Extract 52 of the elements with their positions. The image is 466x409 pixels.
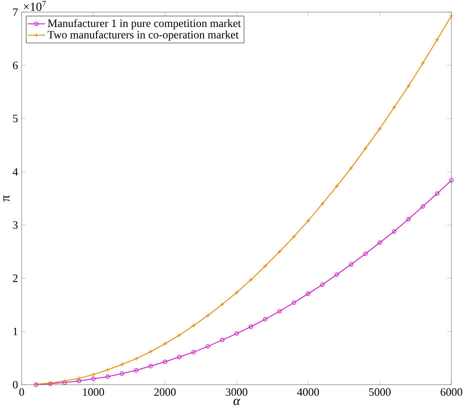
point <box>292 300 296 306</box>
point <box>263 317 268 322</box>
text: ×10$^{7}$ <box>24 1 46 12</box>
point <box>120 362 124 367</box>
point <box>76 379 82 384</box>
point <box>306 292 310 296</box>
x-axis-title: α <box>233 398 240 406</box>
x-tick-label: 4000 <box>297 388 319 396</box>
point <box>277 309 282 314</box>
x-tick-label: 5000 <box>369 388 391 396</box>
x-tick-label: 0 <box>19 388 24 396</box>
point <box>320 282 325 288</box>
y-tick-label: 7 <box>13 8 18 16</box>
y-tick-label: 0 <box>12 381 18 389</box>
y-axis-title: π <box>3 196 10 202</box>
x-tick-label: 2000 <box>154 388 176 396</box>
point <box>420 204 425 209</box>
y-tick-label: 3 <box>13 222 18 230</box>
point <box>162 360 168 364</box>
point <box>91 376 96 382</box>
point <box>220 338 224 342</box>
y-tick-label: 5 <box>13 115 18 123</box>
point <box>363 146 368 151</box>
point <box>76 376 82 381</box>
point <box>406 217 411 222</box>
point <box>234 332 239 336</box>
legend-label: Manufacturer 1 in pure competition market <box>48 19 241 30</box>
point <box>105 374 110 380</box>
point <box>348 166 354 170</box>
point <box>120 372 124 376</box>
point <box>134 368 138 373</box>
x-tick-label: 1000 <box>83 388 104 396</box>
y-tick-label: 4 <box>12 168 18 176</box>
point <box>177 355 182 360</box>
point <box>334 272 340 277</box>
point <box>191 350 196 355</box>
point <box>363 252 368 256</box>
y-tick-label: 1 <box>13 328 18 336</box>
point <box>392 229 396 234</box>
legend-label: Two manufacturers in co-operation market <box>48 30 239 41</box>
x-tick-label: 3000 <box>226 388 248 396</box>
point <box>378 240 382 246</box>
point <box>206 344 210 349</box>
point <box>206 314 210 318</box>
point <box>148 364 153 368</box>
y-tick-label: 2 <box>12 274 18 282</box>
point <box>248 324 254 330</box>
y-tick-label: 6 <box>12 62 18 70</box>
x-tick-label: 6000 <box>440 388 462 396</box>
point <box>434 192 440 196</box>
point <box>263 264 268 268</box>
point <box>348 262 354 267</box>
